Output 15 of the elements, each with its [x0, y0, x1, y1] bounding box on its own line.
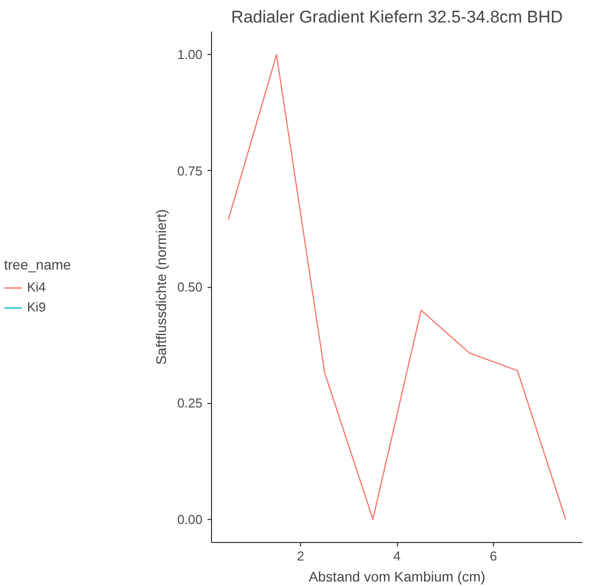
- x-axis-title: Abstand vom Kambium (cm): [308, 568, 486, 584]
- line-series: [228, 54, 566, 520]
- y-tick-label: 0.00: [177, 512, 203, 527]
- y-tick-label: 1.00: [177, 47, 203, 62]
- legend-label: Ki9: [27, 300, 47, 314]
- legend-title: tree_name: [4, 256, 71, 272]
- y-tick-label: 0.50: [177, 280, 203, 294]
- y-tick-label: 0.25: [177, 396, 203, 411]
- y-tick-label: 0.75: [177, 163, 203, 178]
- x-tick-label: 4: [393, 548, 401, 564]
- y-axis-title: Saftflussdichte (normiert): [153, 209, 170, 365]
- legend-label: Ki4: [27, 280, 47, 294]
- x-tick-label: 6: [490, 548, 497, 564]
- chart-title: Radialer Gradient Kiefern 32.5-34.8cm BHD: [231, 8, 563, 26]
- x-tick-label: 2: [297, 548, 304, 564]
